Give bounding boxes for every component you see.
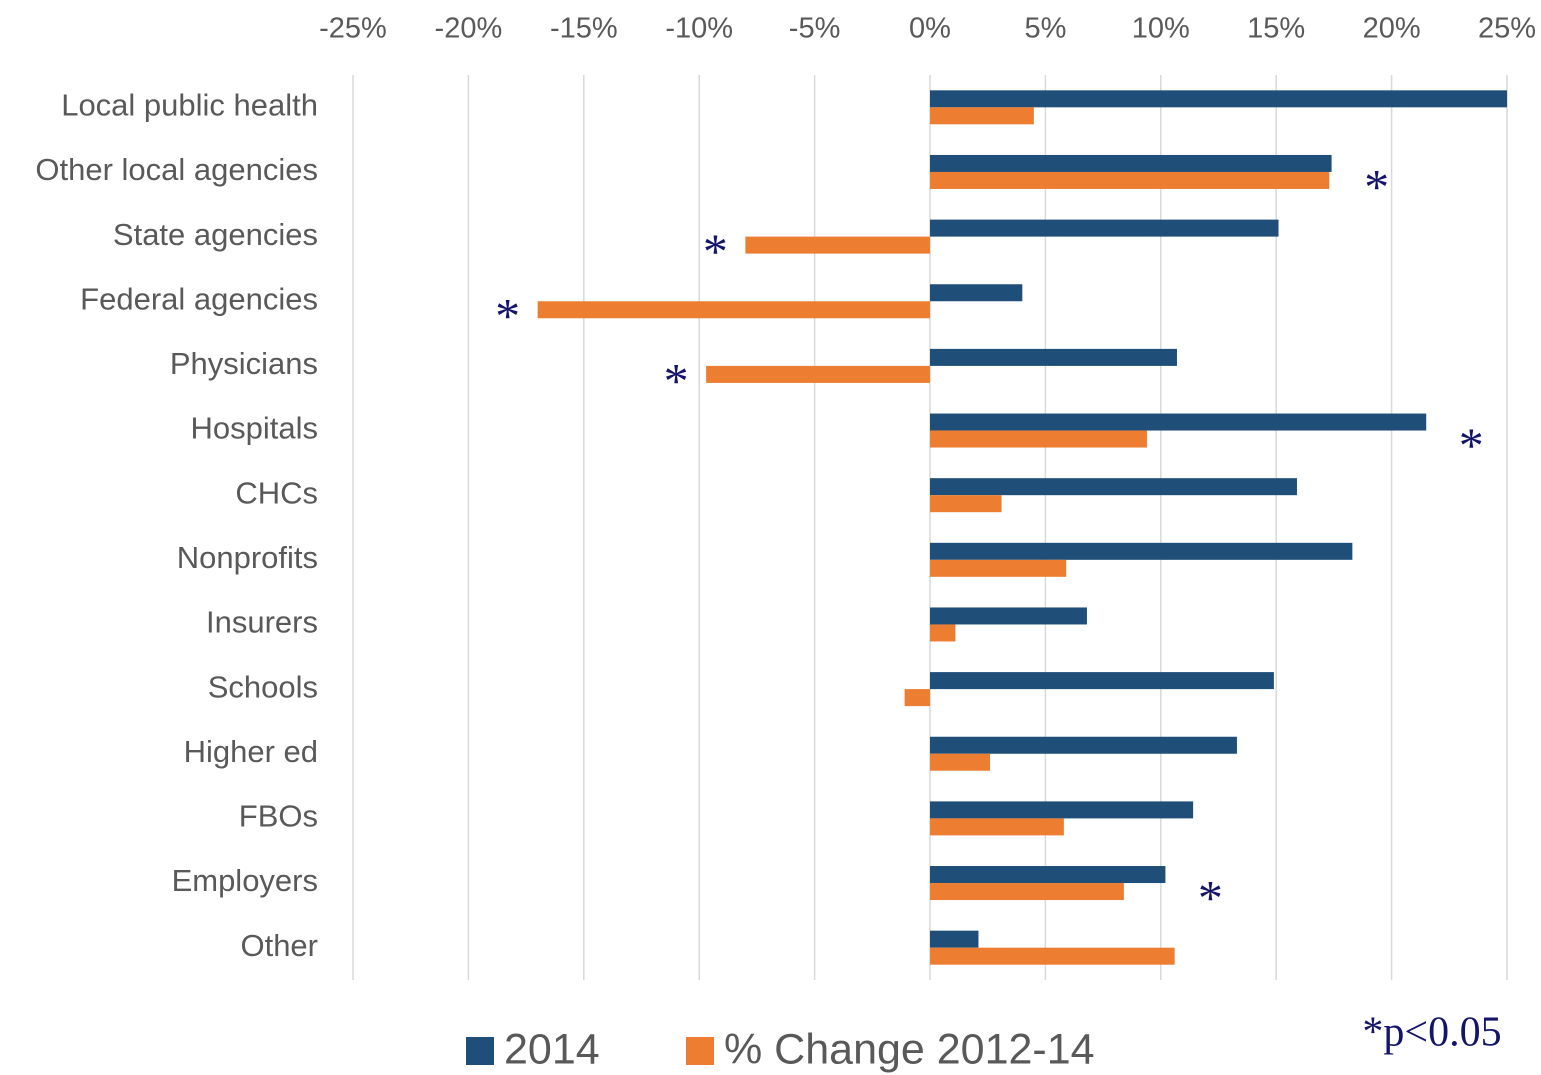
bar [930, 430, 1147, 448]
bar [930, 818, 1064, 836]
x-tick-label: -15% [550, 13, 618, 45]
y-tick-label: Employers [172, 863, 318, 898]
bar [930, 495, 1002, 513]
y-tick-label: Other [240, 928, 318, 963]
y-tick-label: State agencies [113, 217, 318, 252]
x-tick-label: 5% [1024, 13, 1066, 45]
significance-marker: * [1364, 158, 1389, 214]
significance-marker: * [664, 352, 689, 408]
x-tick-label: 20% [1363, 13, 1421, 45]
bar [930, 624, 956, 642]
bar [930, 736, 1237, 754]
x-tick-label: 15% [1247, 13, 1305, 45]
bar [930, 866, 1166, 884]
bar [930, 478, 1297, 496]
y-tick-label: FBOs [239, 799, 318, 834]
y-tick-label: CHCs [235, 475, 318, 510]
footnote: *p<0.05 [1362, 1010, 1501, 1056]
bar [930, 753, 991, 771]
significance-marker: * [1198, 870, 1223, 926]
bar [904, 689, 930, 707]
bar [930, 559, 1067, 577]
y-tick-label: Hospitals [191, 411, 319, 446]
legend-swatch [466, 1037, 494, 1065]
legend-label: % Change 2012-14 [724, 1025, 1095, 1073]
bar [930, 672, 1274, 690]
significance-marker: * [495, 288, 520, 344]
bar [930, 171, 1330, 189]
y-tick-label: Schools [208, 669, 318, 704]
significance-marker: * [703, 223, 728, 279]
bar [930, 542, 1353, 560]
x-tick-label: 25% [1478, 13, 1536, 45]
bar [930, 219, 1279, 237]
bar [930, 413, 1427, 431]
bar [930, 107, 1034, 125]
bar [930, 947, 1175, 965]
y-tick-label: Physicians [170, 346, 318, 381]
bar [537, 301, 930, 319]
x-tick-label: -5% [789, 13, 841, 45]
bar [930, 883, 1124, 901]
bar [930, 930, 979, 948]
legend-swatch [686, 1037, 714, 1065]
x-tick-label: 10% [1132, 13, 1190, 45]
significance-marker: * [1459, 417, 1484, 473]
bar [930, 90, 1507, 108]
bar [930, 154, 1332, 172]
bar [930, 284, 1023, 302]
bar [930, 348, 1177, 366]
x-tick-label: -25% [319, 13, 387, 45]
x-tick-label: -20% [435, 13, 503, 45]
y-tick-label: Local public health [61, 88, 318, 123]
bar [706, 365, 930, 383]
y-tick-label: Other local agencies [35, 152, 318, 187]
bar [745, 236, 930, 254]
x-tick-label: -10% [665, 13, 733, 45]
bar [930, 607, 1087, 625]
y-tick-label: Federal agencies [80, 281, 318, 316]
legend-label: 2014 [504, 1025, 600, 1073]
y-tick-label: Insurers [206, 605, 318, 640]
y-tick-label: Higher ed [184, 734, 318, 769]
bar [930, 801, 1194, 819]
x-tick-label: 0% [909, 13, 951, 45]
y-tick-label: Nonprofits [177, 540, 318, 575]
